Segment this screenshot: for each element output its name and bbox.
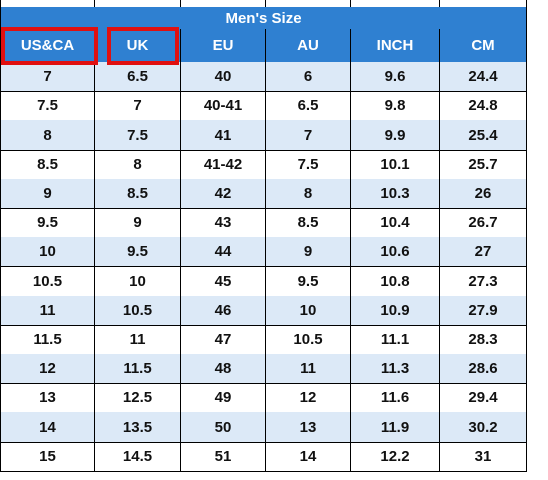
table-cell: 12 [266,383,351,413]
table-cell: 40-41 [181,91,266,121]
table-cell: 50 [181,412,266,443]
table-cell: 10.1 [351,150,440,180]
table-cell: 10.8 [351,266,440,297]
table-cell: 10 [95,266,181,297]
table-cell: 11.1 [351,325,440,355]
table-cell: 12.5 [95,383,181,413]
column-header: INCH [351,29,440,63]
column-header: AU [266,29,351,63]
table-cell: 26.7 [440,208,527,238]
table-cell: 9.5 [95,237,181,267]
table-cell: 10.5 [0,266,95,297]
table-cell: 7 [0,62,95,92]
table-cell: 13.5 [95,412,181,443]
table-cell: 30.2 [440,412,527,443]
table-cell: 43 [181,208,266,238]
column-header: EU [181,29,266,63]
table-cell: 13 [266,412,351,443]
table-cell: 8.5 [266,208,351,238]
table-cell: 27 [440,237,527,267]
table-cell: 11.5 [95,354,181,384]
table-cell: 10 [0,237,95,267]
highlight-box [107,27,179,65]
table-cell: 24.8 [440,91,527,121]
table-cell: 6 [266,62,351,92]
column-header: CM [440,29,527,63]
table-cell: 12.2 [351,442,440,472]
table-cell: 14.5 [95,442,181,472]
table-cell: 8 [266,179,351,209]
table-cell: 7 [266,120,351,151]
table-cell: 6.5 [266,91,351,121]
highlight-box [1,27,98,65]
table-cell: 7.5 [0,91,95,121]
table-cell: 10.5 [266,325,351,355]
table-cell: 10.9 [351,296,440,326]
table-cell: 9 [266,237,351,267]
table-cell: 11.5 [0,325,95,355]
table-cell: 10.6 [351,237,440,267]
table-cell: 9.5 [266,266,351,297]
table-cell: 11.9 [351,412,440,443]
table-cell: 13 [0,383,95,413]
table-cell: 7.5 [95,120,181,151]
table-cell: 8.5 [95,179,181,209]
table-cell: 9.9 [351,120,440,151]
table-cell: 27.9 [440,296,527,326]
table-cell: 25.7 [440,150,527,180]
table-cell: 9.8 [351,91,440,121]
table-cell: 12 [0,354,95,384]
table-cell: 28.3 [440,325,527,355]
table-cell: 51 [181,442,266,472]
table-cell: 11 [0,296,95,326]
table-cell: 10.4 [351,208,440,238]
table-cell: 41 [181,120,266,151]
table-cell: 24.4 [440,62,527,92]
table-cell: 9.5 [0,208,95,238]
table-cell: 11.6 [351,383,440,413]
column-header: US&CA [0,29,95,63]
table-cell: 6.5 [95,62,181,92]
table-cell: 44 [181,237,266,267]
table-cell: 25.4 [440,120,527,151]
table-cell: 26 [440,179,527,209]
table-cell: 9 [0,179,95,209]
table-cell: 8 [0,120,95,151]
table-cell: 40 [181,62,266,92]
table-cell: 10 [266,296,351,326]
table-cell: 10.5 [95,296,181,326]
table-cell: 7 [95,91,181,121]
table-cell: 46 [181,296,266,326]
table-cell: 27.3 [440,266,527,297]
table-cell: 15 [0,442,95,472]
table-cell: 41-42 [181,150,266,180]
table-cell: 9.6 [351,62,440,92]
table-cell: 11.3 [351,354,440,384]
table-cell: 11 [95,325,181,355]
table-cell: 48 [181,354,266,384]
table-cell: 9 [95,208,181,238]
table-cell: 10.3 [351,179,440,209]
table-cell: 49 [181,383,266,413]
table-cell: 42 [181,179,266,209]
table-cell: 14 [266,442,351,472]
table-cell: 47 [181,325,266,355]
table-cell: 31 [440,442,527,472]
table-cell: 8.5 [0,150,95,180]
table-cell: 28.6 [440,354,527,384]
table-cell: 8 [95,150,181,180]
table-cell: 11 [266,354,351,384]
table-cell: 7.5 [266,150,351,180]
table-cell: 45 [181,266,266,297]
table-cell: 29.4 [440,383,527,413]
table-cell: 14 [0,412,95,443]
